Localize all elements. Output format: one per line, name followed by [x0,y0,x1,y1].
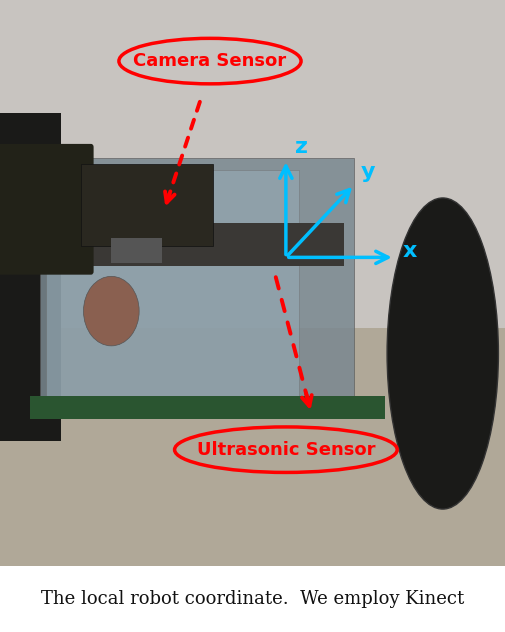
Bar [61,224,343,266]
Text: Camera Sensor: Camera Sensor [133,52,286,70]
Circle shape [83,276,139,346]
FancyBboxPatch shape [0,144,93,275]
Text: Ultrasonic Sensor: Ultrasonic Sensor [196,441,374,459]
Bar [0,113,61,441]
Bar [0,566,505,632]
Bar [81,164,212,246]
Ellipse shape [386,198,497,509]
Bar [0,328,505,566]
Bar [40,159,354,407]
Bar [111,238,162,263]
Text: The local robot coordinate.  We employ Kinect: The local robot coordinate. We employ Ki… [41,590,464,608]
Bar [45,170,298,396]
Bar [30,396,384,418]
Text: y: y [360,162,374,183]
Text: z: z [294,137,308,157]
Text: x: x [401,241,416,262]
Bar [0,0,505,339]
